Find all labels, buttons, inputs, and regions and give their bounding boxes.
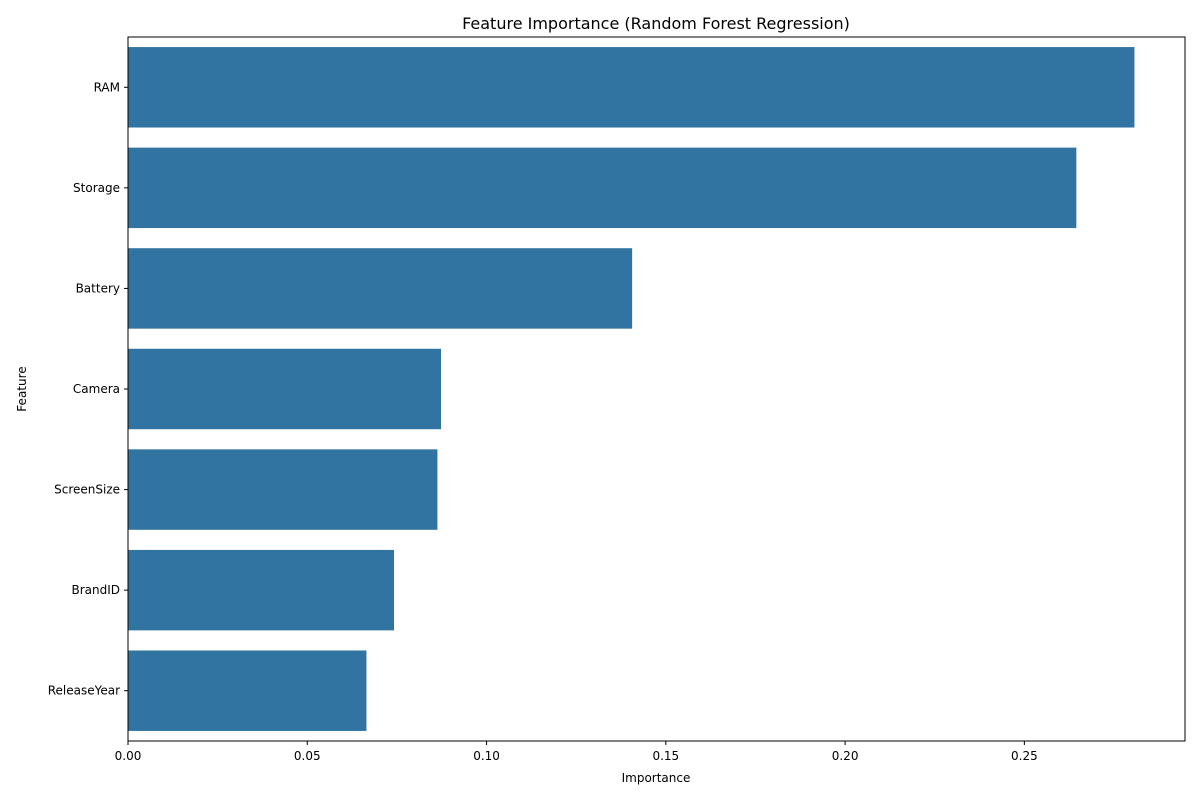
y-tick-label: RAM	[94, 80, 120, 94]
bar-storage	[128, 147, 1077, 229]
x-tick-label: 0.00	[115, 749, 142, 763]
bars-layer	[128, 47, 1135, 731]
plot-frame	[127, 36, 1186, 742]
x-tick-label: 0.15	[652, 749, 679, 763]
bar-releaseyear	[128, 650, 367, 731]
x-tick-label: 0.20	[832, 749, 859, 763]
y-tick-label: Camera	[73, 382, 120, 396]
y-tick-label: Battery	[76, 281, 120, 295]
bar-brandid	[128, 549, 395, 631]
bar-camera	[128, 348, 442, 430]
chart-title: Feature Importance (Random Forest Regres…	[462, 14, 850, 33]
x-tick-label: 0.05	[294, 749, 321, 763]
y-tick-label: BrandID	[71, 583, 120, 597]
bar-battery	[128, 248, 633, 329]
x-tick-label: 0.10	[473, 749, 500, 763]
y-axis-label: Feature	[15, 366, 29, 411]
x-axis: 0.00 0.05 0.10 0.15 0.20 0.25	[115, 741, 1038, 763]
x-axis-label: Importance	[622, 771, 691, 785]
y-tick-label: ReleaseYear	[48, 684, 120, 698]
bar-ram	[128, 47, 1135, 128]
y-axis: RAM Storage Battery Camera ScreenSize BrandID…	[48, 80, 128, 698]
y-tick-label: Storage	[73, 181, 120, 195]
x-tick-label: 0.25	[1011, 749, 1038, 763]
y-tick-label: ScreenSize	[54, 483, 120, 497]
bar-screensize	[128, 449, 438, 530]
